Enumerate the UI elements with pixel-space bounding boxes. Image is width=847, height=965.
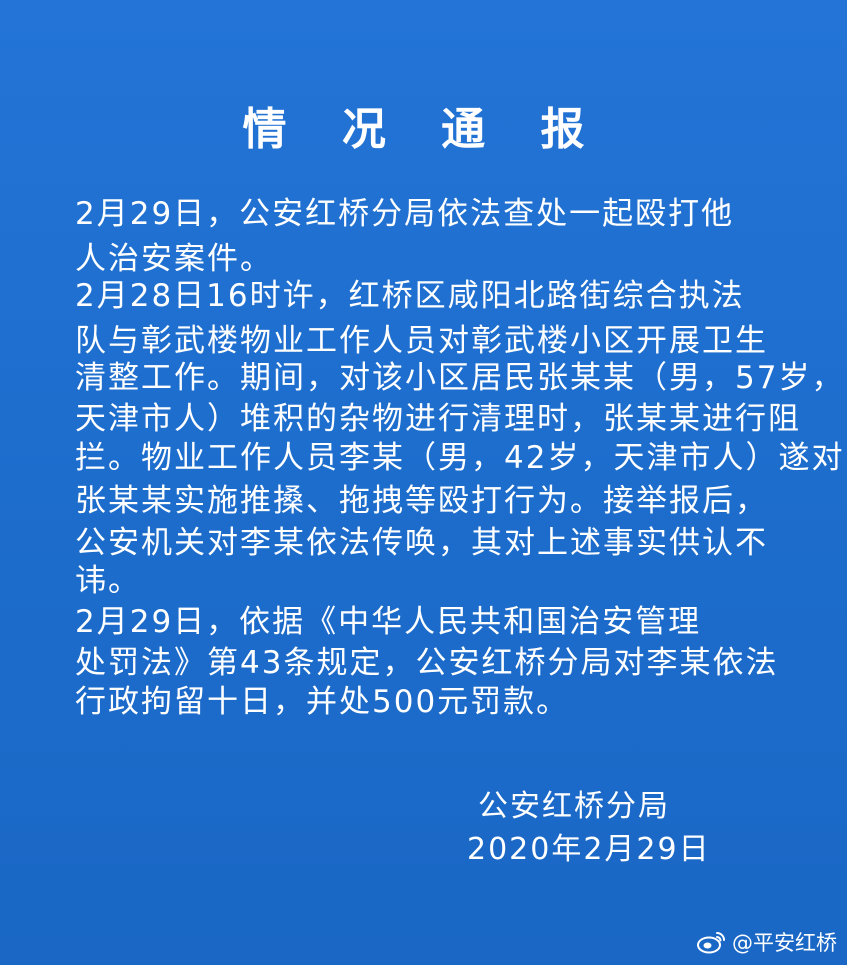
watermark-text: @平安红桥 [732, 931, 837, 955]
body-line: 讳。 [75, 563, 141, 599]
weibo-watermark: @平安红桥 [696, 927, 837, 957]
body-line: 2月29日，依据《中华人民共和国治安管理 [75, 604, 702, 640]
notice-title: 情 况 通 报 [242, 104, 605, 155]
body-line: 队与彰武楼物业工作人员对彰武楼小区开展卫生 [75, 323, 768, 359]
body-line: 2月28日16时许，红桥区咸阳北路街综合执法 [75, 278, 745, 314]
weibo-icon [696, 930, 726, 954]
body-line: 天津市人）堆积的杂物进行清理时，张某某进行阻 [75, 401, 801, 437]
signature-org: 公安红桥分局 [478, 789, 670, 824]
body-line: 行政拘留十日，并处500元罚款。 [75, 684, 570, 720]
body-line: 拦。物业工作人员李某（男，42岁，天津市人）遂对 [75, 440, 845, 476]
body-line: 清整工作。期间，对该小区居民张某某（男，57岁， [75, 360, 845, 396]
signature-date: 2020年2月29日 [467, 832, 711, 867]
body-line: 张某某实施推搡、拖拽等殴打行为。接举报后， [75, 483, 768, 519]
body-line: 人治安案件。 [75, 241, 273, 277]
body-line: 2月29日，公安红桥分局依法查处一起殴打他 [75, 196, 735, 232]
body-line: 处罚法》第43条规定，公安红桥分局对李某依法 [75, 645, 779, 681]
body-line: 公安机关对李某依法传唤，其对上述事实供认不 [75, 525, 768, 561]
